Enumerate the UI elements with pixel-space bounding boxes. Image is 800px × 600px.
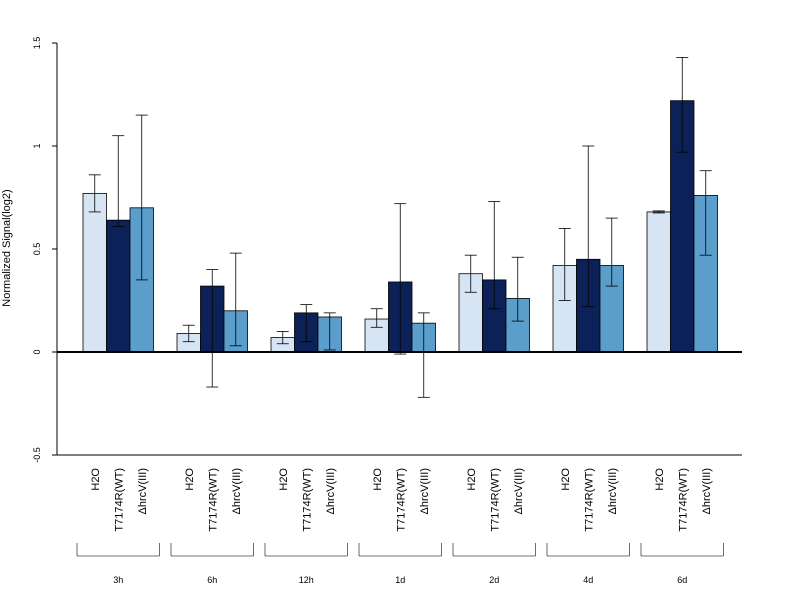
group-label: 2d <box>489 575 499 585</box>
group-label: 12h <box>299 575 314 585</box>
category-label: H2O <box>654 468 666 491</box>
category-label: T7174R(WT) <box>677 468 689 532</box>
y-tick-label: 0.5 <box>32 243 42 256</box>
group-label: 6d <box>677 575 687 585</box>
category-label: ΔhrcV(III) <box>231 468 243 514</box>
category-label: ΔhrcV(III) <box>325 468 337 514</box>
category-label: T7174R(WT) <box>395 468 407 532</box>
category-label: ΔhrcV(III) <box>419 468 431 514</box>
category-label: H2O <box>184 468 196 491</box>
category-label: ΔhrcV(III) <box>513 468 525 514</box>
category-label: T7174R(WT) <box>489 468 501 532</box>
category-label: H2O <box>560 468 572 491</box>
category-label: ΔhrcV(III) <box>701 468 713 514</box>
group-label: 3h <box>113 575 123 585</box>
group-label: 1d <box>395 575 405 585</box>
bar <box>82 192 107 353</box>
bar <box>106 219 131 353</box>
category-label: H2O <box>466 468 478 491</box>
group-label: 4d <box>583 575 593 585</box>
category-label: ΔhrcV(III) <box>137 468 149 514</box>
category-label: H2O <box>278 468 290 491</box>
category-label: T7174R(WT) <box>301 468 313 532</box>
bar <box>646 211 671 353</box>
category-label: T7174R(WT) <box>207 468 219 532</box>
y-axis-title: Normalized Signal(log2) <box>1 189 13 306</box>
y-tick-label: -0.5 <box>32 447 42 463</box>
y-tick-label: 1.5 <box>32 37 42 50</box>
y-tick-label: 1 <box>32 143 42 148</box>
category-label: H2O <box>372 468 384 491</box>
category-label: T7174R(WT) <box>113 468 125 532</box>
group-label: 6h <box>207 575 217 585</box>
category-label: H2O <box>90 468 102 491</box>
category-label: T7174R(WT) <box>583 468 595 532</box>
category-label: ΔhrcV(III) <box>607 468 619 514</box>
y-tick-label: 0 <box>32 349 42 354</box>
